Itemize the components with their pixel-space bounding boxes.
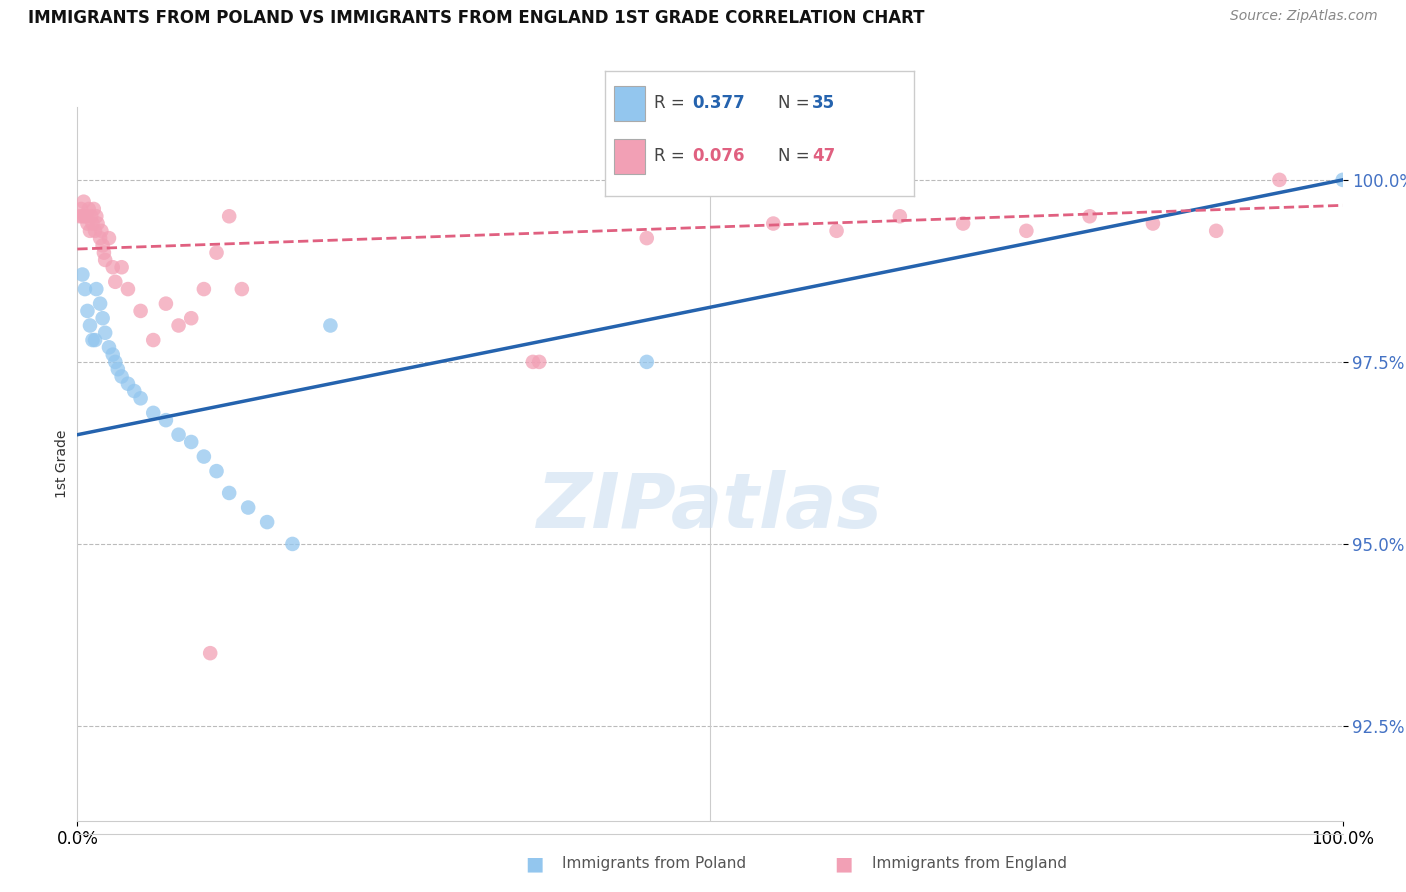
Point xyxy=(117,282,139,296)
Text: N =: N = xyxy=(778,95,814,112)
Point xyxy=(1331,173,1354,187)
Point xyxy=(76,217,98,231)
Point xyxy=(205,245,228,260)
Point xyxy=(762,217,785,231)
Point xyxy=(69,209,91,223)
Point xyxy=(98,340,120,354)
Point xyxy=(79,224,101,238)
Point xyxy=(80,209,103,223)
Point xyxy=(1015,224,1038,238)
Point xyxy=(825,224,848,238)
Text: IMMIGRANTS FROM POLAND VS IMMIGRANTS FROM ENGLAND 1ST GRADE CORRELATION CHART: IMMIGRANTS FROM POLAND VS IMMIGRANTS FRO… xyxy=(28,9,925,27)
Text: ZIPatlas: ZIPatlas xyxy=(537,470,883,543)
FancyBboxPatch shape xyxy=(614,139,645,174)
Text: 0.076: 0.076 xyxy=(693,147,745,165)
Text: 0.377: 0.377 xyxy=(693,95,745,112)
Point xyxy=(200,646,222,660)
Point xyxy=(93,245,115,260)
Point xyxy=(111,260,132,275)
Point xyxy=(205,464,228,478)
Point xyxy=(155,296,177,310)
Point xyxy=(180,435,202,450)
Point xyxy=(529,355,551,369)
Point xyxy=(89,296,111,310)
Point xyxy=(231,282,253,296)
Text: Source: ZipAtlas.com: Source: ZipAtlas.com xyxy=(1230,9,1378,23)
Point xyxy=(84,224,107,238)
Point xyxy=(129,304,152,318)
Point xyxy=(636,355,658,369)
Point xyxy=(142,406,165,420)
Point xyxy=(142,333,165,347)
Point xyxy=(73,209,96,223)
Point xyxy=(91,311,114,326)
Point xyxy=(952,217,974,231)
Text: R =: R = xyxy=(654,95,690,112)
Point xyxy=(70,202,93,216)
Point xyxy=(1142,217,1164,231)
Text: ■: ■ xyxy=(834,854,853,873)
Point xyxy=(72,209,94,223)
Point xyxy=(104,275,127,289)
Point xyxy=(101,260,124,275)
Point xyxy=(94,326,117,340)
Point xyxy=(155,413,177,427)
Point xyxy=(124,384,146,398)
Text: R =: R = xyxy=(654,147,690,165)
Text: 47: 47 xyxy=(811,147,835,165)
Point xyxy=(889,209,911,223)
Point xyxy=(83,202,105,216)
Point xyxy=(522,355,544,369)
Point xyxy=(129,392,152,406)
Point xyxy=(1268,173,1291,187)
Text: 35: 35 xyxy=(811,95,835,112)
Point xyxy=(218,209,240,223)
Point xyxy=(104,355,127,369)
Point xyxy=(180,311,202,326)
Point xyxy=(75,209,97,223)
Point xyxy=(218,486,240,500)
Point xyxy=(79,318,101,333)
Point xyxy=(167,318,190,333)
Text: Immigrants from Poland: Immigrants from Poland xyxy=(562,856,747,871)
Y-axis label: 1st Grade: 1st Grade xyxy=(55,430,69,498)
Point xyxy=(94,252,117,267)
Point xyxy=(101,348,124,362)
Point xyxy=(72,268,94,282)
Point xyxy=(76,304,98,318)
Point xyxy=(319,318,342,333)
Point xyxy=(167,427,190,442)
Point xyxy=(193,450,215,464)
Point xyxy=(77,202,100,216)
Point xyxy=(1078,209,1101,223)
Text: Immigrants from England: Immigrants from England xyxy=(872,856,1067,871)
Point xyxy=(98,231,120,245)
Point xyxy=(82,217,104,231)
Point xyxy=(89,231,111,245)
Point xyxy=(73,194,96,209)
Point xyxy=(90,224,112,238)
Text: ■: ■ xyxy=(524,854,544,873)
Point xyxy=(238,500,260,515)
Point xyxy=(636,231,658,245)
Point xyxy=(86,217,108,231)
Point xyxy=(256,515,278,529)
Point xyxy=(82,333,104,347)
Point xyxy=(107,362,129,376)
Point xyxy=(193,282,215,296)
Point xyxy=(117,376,139,391)
Point xyxy=(73,282,96,296)
FancyBboxPatch shape xyxy=(614,87,645,121)
Point xyxy=(86,282,108,296)
Point xyxy=(281,537,304,551)
Point xyxy=(91,238,114,252)
Point xyxy=(1205,224,1227,238)
Point xyxy=(84,333,107,347)
Text: N =: N = xyxy=(778,147,814,165)
Point xyxy=(111,369,132,384)
Point xyxy=(86,209,108,223)
